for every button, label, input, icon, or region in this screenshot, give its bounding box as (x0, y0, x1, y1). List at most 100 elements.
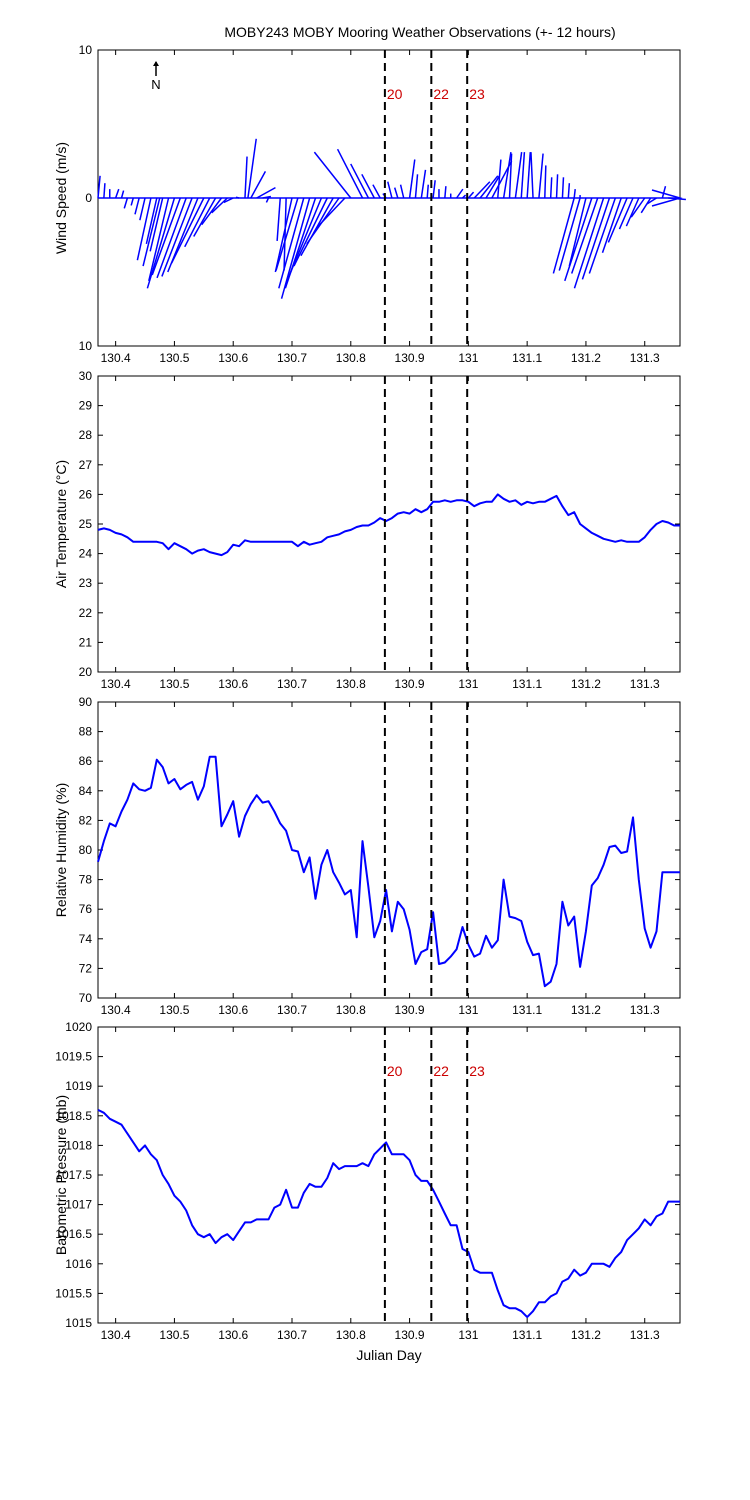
wind-stick (136, 197, 152, 261)
wind-stick (526, 152, 532, 199)
wind-stick (573, 197, 605, 289)
y-tick-label: 1020 (65, 1020, 92, 1034)
wind-stick (280, 197, 311, 299)
wind-stick (581, 197, 611, 280)
wind-stick (250, 171, 267, 199)
series-line (97, 1109, 680, 1319)
wind-stick (146, 197, 176, 289)
x-tick-label: 130.7 (277, 351, 307, 365)
wind-stick (142, 197, 161, 267)
x-tick-label: 130.4 (101, 677, 131, 691)
x-tick-label: 131.3 (630, 1328, 660, 1342)
wind-stick (558, 197, 581, 271)
y-axis-label: Wind Speed (m/s) (53, 142, 69, 254)
wind-stick (520, 152, 526, 199)
wind-arrow-head (651, 189, 683, 207)
wind-stick (244, 156, 248, 199)
y-tick-label: 29 (79, 399, 93, 413)
series-line (97, 755, 680, 988)
wind-stick (134, 197, 140, 215)
y-tick-label: 86 (79, 754, 93, 768)
wind-stick (278, 197, 305, 289)
wind-stick (588, 197, 617, 274)
wind-stick (211, 197, 228, 214)
x-axis-label: Julian Day (356, 1347, 422, 1363)
wind-stick (485, 175, 501, 199)
wind-stick (130, 197, 134, 206)
north-label: N (151, 77, 160, 92)
x-tick-label: 131.1 (512, 677, 542, 691)
wind-stick (444, 186, 447, 199)
y-tick-label: 1019 (65, 1079, 92, 1093)
wind-stick (661, 185, 667, 199)
wind-stick (247, 138, 257, 199)
x-tick-label: 130.5 (159, 1003, 189, 1017)
x-tick-label: 130.6 (218, 1003, 248, 1017)
y-axis-label: Relative Humidity (%) (53, 783, 69, 918)
y-axis-label: Barometric Pressure (mb) (53, 1095, 69, 1255)
y-tick-label: 28 (79, 428, 93, 442)
wind-stick (274, 197, 293, 273)
y-tick-label: 1015 (65, 1316, 92, 1330)
y-tick-label: 74 (79, 932, 93, 946)
y-tick-label: 82 (79, 813, 93, 827)
wind-stick (201, 197, 223, 226)
x-tick-label: 131.2 (571, 677, 601, 691)
wind-stick (293, 197, 328, 267)
x-tick-label: 130.5 (159, 1328, 189, 1342)
wind-stick (408, 159, 416, 199)
wind-stick (567, 183, 571, 199)
wind-stick (625, 197, 640, 227)
wind-stick (568, 197, 587, 267)
x-tick-label: 131 (458, 351, 478, 365)
event-label: 23 (469, 86, 485, 102)
y-tick-label: 1019.5 (55, 1050, 92, 1064)
plot-frame (97, 375, 681, 673)
wind-stick (538, 153, 544, 199)
y-tick-label: 26 (79, 487, 93, 501)
wind-stick (646, 197, 657, 205)
wind-stick (393, 187, 399, 199)
wind-stick (336, 148, 364, 199)
wind-stick (286, 197, 323, 282)
wind-stick (420, 169, 427, 199)
wind-stick (432, 180, 436, 199)
wind-stick (607, 197, 628, 243)
series-line (97, 493, 680, 557)
y-tick-label: 1016.5 (55, 1227, 92, 1241)
wind-stick (256, 186, 276, 199)
x-tick-label: 130.4 (101, 351, 131, 365)
x-tick-label: 131.3 (630, 677, 660, 691)
x-tick-label: 130.6 (218, 1328, 248, 1342)
wind-stick (223, 197, 234, 204)
wind-stick (361, 173, 375, 199)
wind-stick (170, 197, 205, 264)
wind-stick (601, 197, 622, 254)
wind-stick (399, 184, 405, 199)
wind-stick (372, 184, 381, 199)
wind-stick (497, 159, 502, 199)
wind-stick (123, 197, 129, 209)
x-tick-label: 130.9 (395, 1003, 425, 1017)
y-tick-label: 1016 (65, 1257, 92, 1271)
plot-frame (97, 701, 681, 999)
x-tick-label: 130.7 (277, 1003, 307, 1017)
wind-stick (193, 197, 217, 237)
y-tick-label: 70 (79, 991, 93, 1005)
x-tick-label: 130.4 (101, 1003, 131, 1017)
wind-stick (350, 163, 370, 199)
x-tick-label: 130.8 (336, 1003, 366, 1017)
wind-stick (265, 197, 270, 203)
wind-stick (564, 197, 593, 282)
x-tick-label: 130.7 (277, 677, 307, 691)
x-tick-label: 130.4 (101, 1328, 131, 1342)
wind-stick (502, 152, 512, 199)
y-tick-label: 23 (79, 576, 93, 590)
y-axis-label: Air Temperature (°C) (53, 460, 69, 588)
wind-stick (544, 165, 547, 199)
x-tick-label: 131.2 (571, 351, 601, 365)
wind-stick (514, 152, 523, 199)
wind-stick (414, 174, 419, 199)
y-tick-label: 88 (79, 725, 93, 739)
